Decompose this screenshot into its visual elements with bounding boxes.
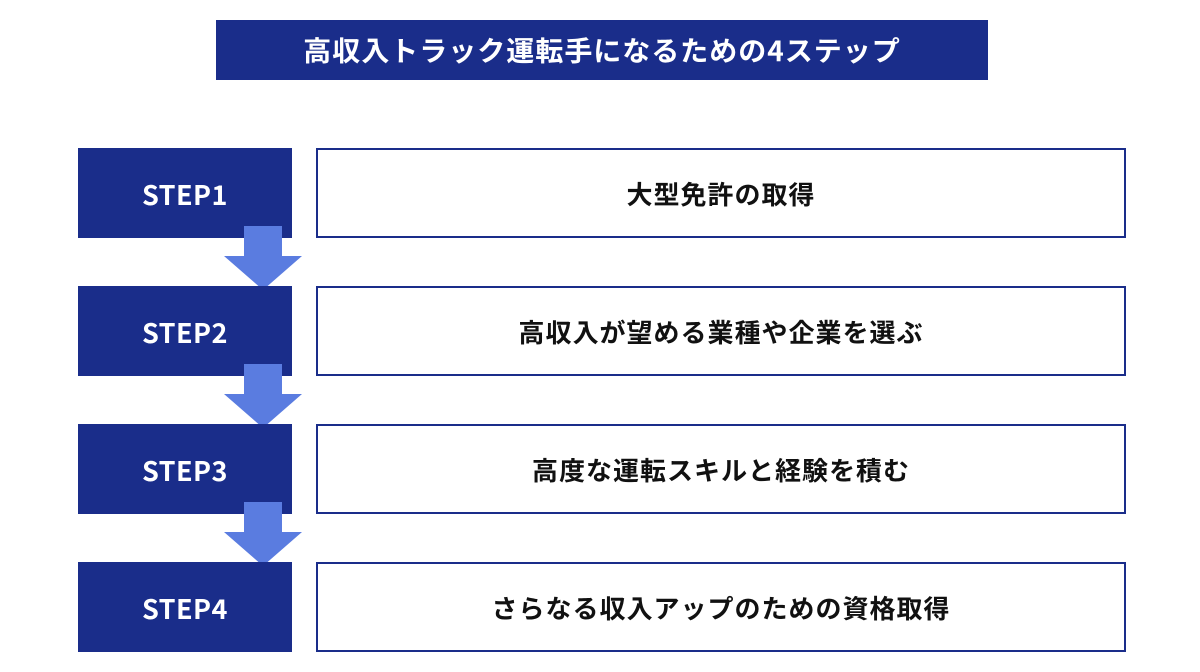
step-row: STEP3 高度な運転スキルと経験を積む	[78, 424, 1126, 514]
step-label-box: STEP2	[78, 286, 292, 376]
step-label-box: STEP1	[78, 148, 292, 238]
step-description-box: 高度な運転スキルと経験を積む	[316, 424, 1126, 514]
step-description-box: さらなる収入アップのための資格取得	[316, 562, 1126, 652]
step-row: STEP1 大型免許の取得	[78, 148, 1126, 238]
diagram-title: 高収入トラック運転手になるための4ステップ	[216, 20, 988, 80]
step-label-box: STEP4	[78, 562, 292, 652]
step-row: STEP4 さらなる収入アップのための資格取得	[78, 562, 1126, 652]
steps-container: STEP1 大型免許の取得 STEP2 高収入が望める業種や企業を選ぶ STEP3 高度な…	[78, 148, 1126, 652]
step-description-box: 高収入が望める業種や企業を選ぶ	[316, 286, 1126, 376]
step-row: STEP2 高収入が望める業種や企業を選ぶ	[78, 286, 1126, 376]
step-label-box: STEP3	[78, 424, 292, 514]
step-description-box: 大型免許の取得	[316, 148, 1126, 238]
